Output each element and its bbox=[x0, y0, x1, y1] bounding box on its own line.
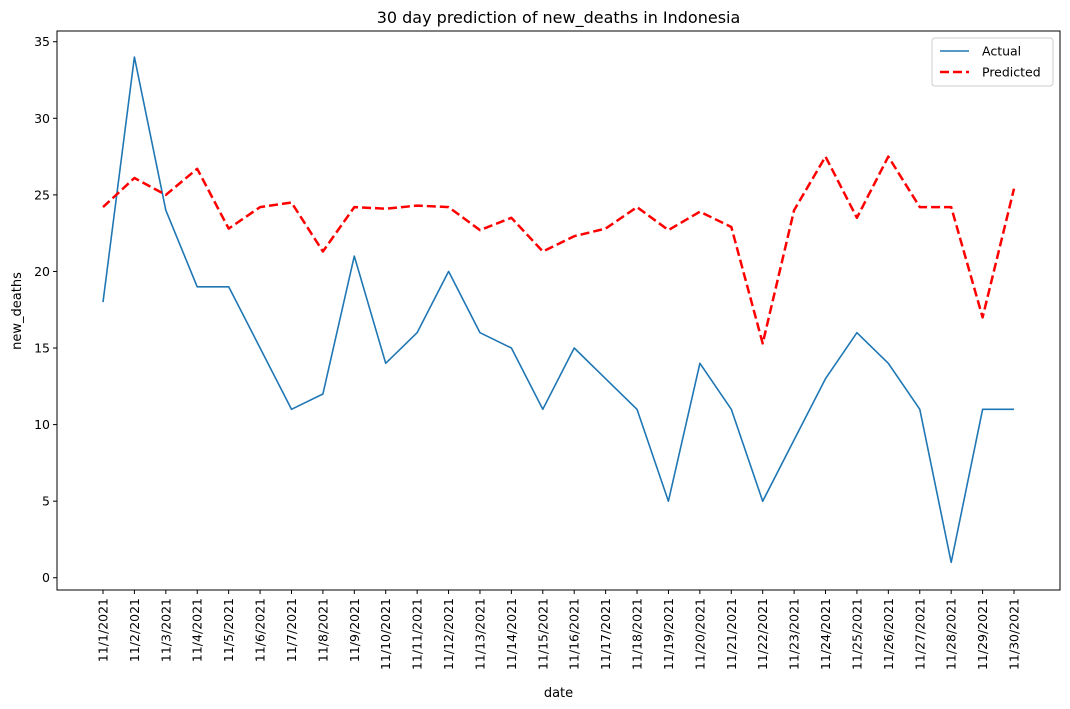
x-tick-label: 11/10/2021 bbox=[378, 598, 393, 670]
y-tick-label: 35 bbox=[34, 34, 50, 49]
x-tick-label: 11/7/2021 bbox=[284, 598, 299, 662]
x-tick-label: 11/17/2021 bbox=[598, 598, 613, 670]
legend-box bbox=[931, 37, 1054, 87]
x-tick-label: 11/5/2021 bbox=[221, 598, 236, 662]
x-tick-label: 11/15/2021 bbox=[535, 598, 550, 670]
x-tick-label: 11/11/2021 bbox=[410, 598, 425, 670]
y-tick-label: 0 bbox=[42, 570, 50, 585]
x-axis: 11/1/2021 11/2/2021 11/3/2021 11/4/2021 11/5… bbox=[96, 590, 1022, 670]
x-tick-label: 11/27/2021 bbox=[912, 598, 927, 670]
x-tick-label: 11/24/2021 bbox=[818, 598, 833, 670]
x-tick-label: 11/6/2021 bbox=[253, 598, 268, 662]
y-axis: 0 5 10 15 20 25 30 35 bbox=[34, 34, 57, 585]
x-tick-label: 11/21/2021 bbox=[724, 598, 739, 670]
x-tick-label: 11/28/2021 bbox=[944, 598, 959, 670]
plot-frame bbox=[56, 30, 1061, 591]
x-tick-label: 11/18/2021 bbox=[630, 598, 645, 670]
legend: Actual Predicted bbox=[931, 37, 1054, 87]
x-tick-label: 11/9/2021 bbox=[347, 598, 362, 662]
x-tick-label: 11/13/2021 bbox=[472, 598, 487, 670]
y-tick-label: 5 bbox=[42, 494, 50, 509]
y-tick-label: 25 bbox=[34, 187, 50, 202]
x-tick-label: 11/22/2021 bbox=[755, 598, 770, 670]
x-tick-label: 11/1/2021 bbox=[96, 598, 111, 662]
series-predicted bbox=[102, 155, 1016, 345]
x-tick-label: 11/14/2021 bbox=[504, 598, 519, 670]
y-tick-label: 20 bbox=[34, 264, 50, 279]
x-tick-label: 11/26/2021 bbox=[881, 598, 896, 670]
actual-line bbox=[102, 56, 1014, 564]
predicted-line bbox=[102, 155, 1016, 345]
y-tick-label: 15 bbox=[34, 341, 50, 356]
x-tick-label: 11/30/2021 bbox=[1007, 598, 1022, 670]
y-tick-label: 10 bbox=[34, 417, 50, 432]
legend-label-actual: Actual bbox=[982, 44, 1021, 59]
y-tick-label: 30 bbox=[34, 111, 50, 126]
x-tick-label: 11/12/2021 bbox=[441, 598, 456, 670]
x-tick-label: 11/16/2021 bbox=[567, 598, 582, 670]
x-tick-label: 11/25/2021 bbox=[849, 598, 864, 670]
x-tick-label: 11/4/2021 bbox=[190, 598, 205, 662]
x-axis-label: date bbox=[544, 686, 573, 701]
x-tick-label: 11/8/2021 bbox=[315, 598, 330, 662]
x-tick-label: 11/23/2021 bbox=[787, 598, 802, 670]
x-tick-label: 11/3/2021 bbox=[158, 598, 173, 662]
legend-label-predicted: Predicted bbox=[982, 65, 1041, 80]
series-layer bbox=[102, 56, 1016, 564]
x-tick-label: 11/19/2021 bbox=[661, 598, 676, 670]
x-tick-label: 11/2/2021 bbox=[127, 598, 142, 662]
x-tick-label: 11/20/2021 bbox=[692, 598, 707, 670]
x-tick-label: 11/29/2021 bbox=[975, 598, 990, 670]
y-axis-label: new_deaths bbox=[10, 272, 25, 350]
chart-title: 30 day prediction of new_deaths in Indon… bbox=[377, 8, 741, 28]
series-actual bbox=[102, 56, 1014, 564]
